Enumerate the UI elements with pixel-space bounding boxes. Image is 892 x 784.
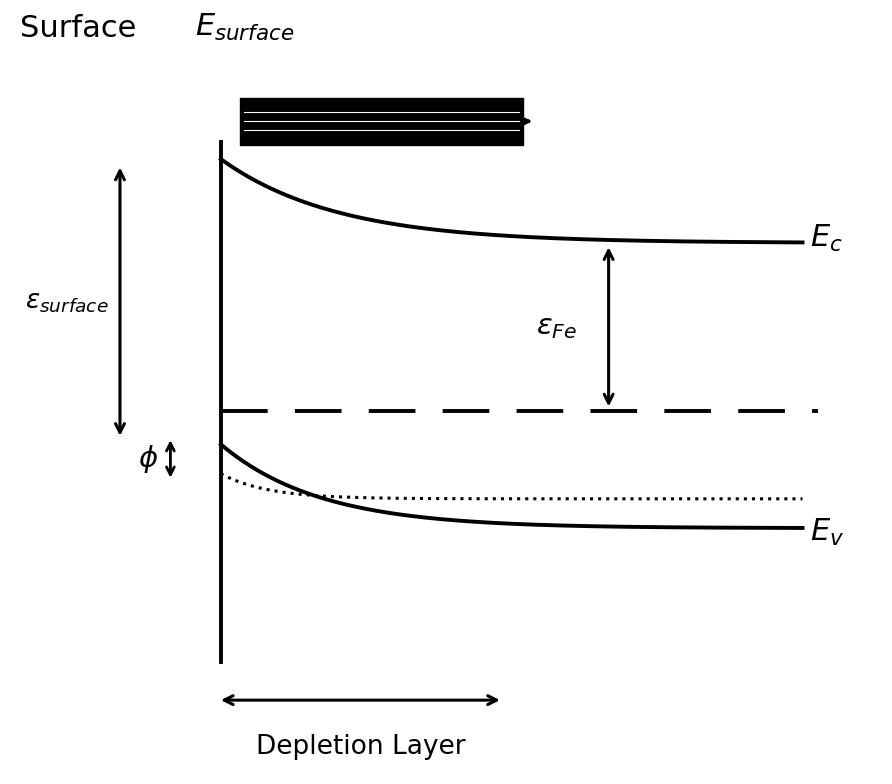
Text: $\varepsilon_{Fe}$: $\varepsilon_{Fe}$ xyxy=(536,313,578,341)
Text: $E_{surface}$: $E_{surface}$ xyxy=(195,12,294,43)
Text: Depletion Layer: Depletion Layer xyxy=(256,734,466,760)
Text: $E_v$: $E_v$ xyxy=(810,517,845,548)
Text: $\varepsilon_{surface}$: $\varepsilon_{surface}$ xyxy=(25,289,108,314)
Text: $\phi$: $\phi$ xyxy=(138,443,159,475)
Text: $E_c$: $E_c$ xyxy=(810,223,843,254)
Text: Surface: Surface xyxy=(21,14,136,43)
